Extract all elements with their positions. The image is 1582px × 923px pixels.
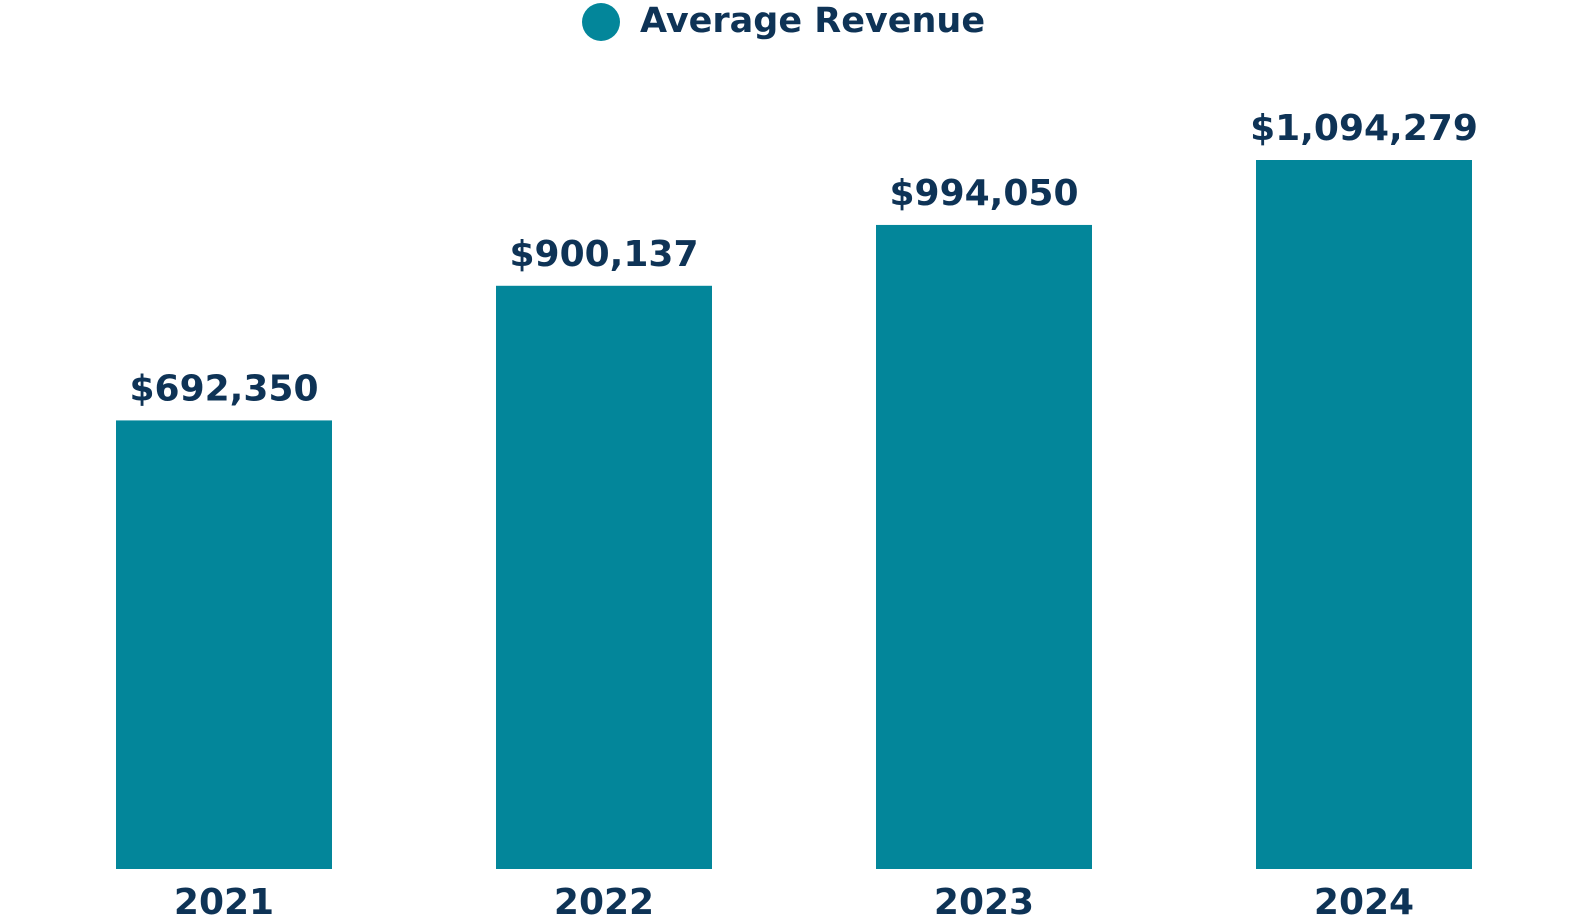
value-label-2022: $900,137 [509,234,698,275]
x-tick-label-2021: 2021 [174,882,274,923]
value-label-2023: $994,050 [889,173,1078,214]
x-axis-ticks: 2021 2022 2023 2024 [174,882,1414,923]
bar-2022 [496,285,712,869]
bar-2023 [876,224,1092,870]
bars-group [116,160,1472,870]
x-tick-label-2024: 2024 [1314,882,1414,923]
value-label-2021: $692,350 [129,368,318,409]
bar-2024 [1256,160,1472,869]
legend: Average Revenue [582,1,985,41]
legend-marker [582,3,620,41]
x-tick-label-2022: 2022 [554,882,654,923]
bar-2021 [116,420,332,869]
value-label-2024: $1,094,279 [1250,108,1478,149]
x-tick-label-2023: 2023 [934,882,1034,923]
legend-label: Average Revenue [640,1,985,41]
value-labels-group: $692,350 $900,137 $994,050 $1,094,279 [129,108,1477,409]
